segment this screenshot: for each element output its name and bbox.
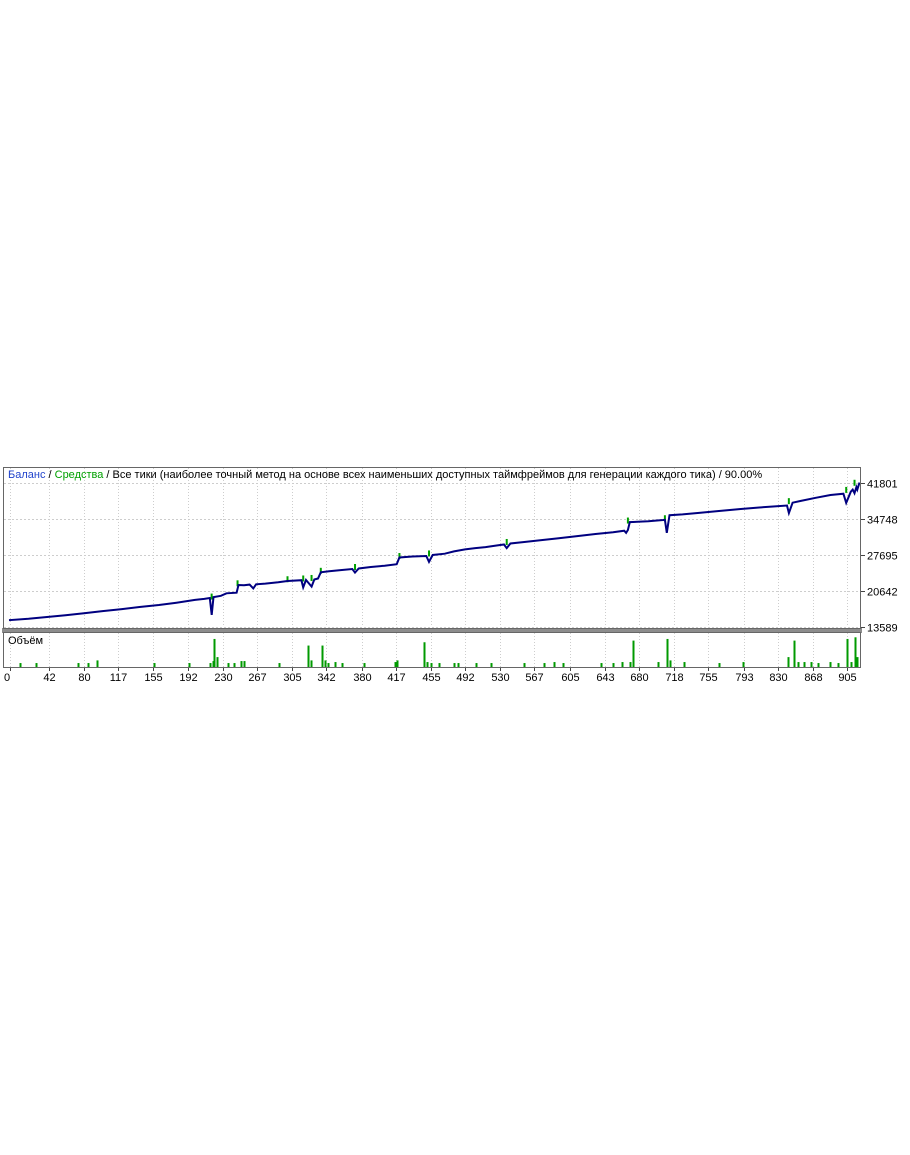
x-axis-label: 567 xyxy=(525,672,543,684)
x-axis-label: 342 xyxy=(317,672,335,684)
x-axis-label: 680 xyxy=(630,672,648,684)
chart-svg: 0 42 80 117 155 192 230 267 305 342 380 417 455 492 53… xyxy=(2,467,898,684)
x-axis-label: 492 xyxy=(456,672,474,684)
y-axis-label: 41801 xyxy=(867,479,898,491)
x-axis-label: 793 xyxy=(735,672,753,684)
x-axis-label: 830 xyxy=(769,672,787,684)
x-axis-label: 305 xyxy=(283,672,301,684)
x-axis-label: 417 xyxy=(387,672,405,684)
x-axis-label: 42 xyxy=(43,672,55,684)
x-axis-label: 455 xyxy=(422,672,440,684)
x-axis-label: 192 xyxy=(179,672,197,684)
x-axis-label: 230 xyxy=(214,672,232,684)
x-axis-label: 117 xyxy=(110,672,128,684)
y-axis-label: 34748 xyxy=(867,515,898,527)
y-axis-label: 20642 xyxy=(867,587,898,599)
x-axis-label: 905 xyxy=(838,672,856,684)
x-axis-label: 530 xyxy=(491,672,509,684)
pane-separator xyxy=(2,628,862,633)
x-axis-label: 605 xyxy=(561,672,579,684)
x-axis-label: 718 xyxy=(665,672,683,684)
x-axis-label: 155 xyxy=(144,672,162,684)
x-axis-label: 380 xyxy=(353,672,371,684)
volume-pane-border xyxy=(3,632,861,668)
backtest-graph: 0 42 80 117 155 192 230 267 305 342 380 417 455 492 53… xyxy=(2,466,908,688)
x-axis-label: 755 xyxy=(699,672,717,684)
x-axis-label: 267 xyxy=(248,672,266,684)
x-axis-label: 868 xyxy=(804,672,822,684)
x-axis-label: 80 xyxy=(78,672,90,684)
balance-line xyxy=(8,482,861,622)
x-axis-label: 643 xyxy=(596,672,614,684)
y-axis-label: 13589 xyxy=(867,623,898,635)
y-axis-label: 27695 xyxy=(867,551,898,563)
x-axis-label: 0 xyxy=(4,672,10,684)
main-pane-border xyxy=(3,467,861,629)
